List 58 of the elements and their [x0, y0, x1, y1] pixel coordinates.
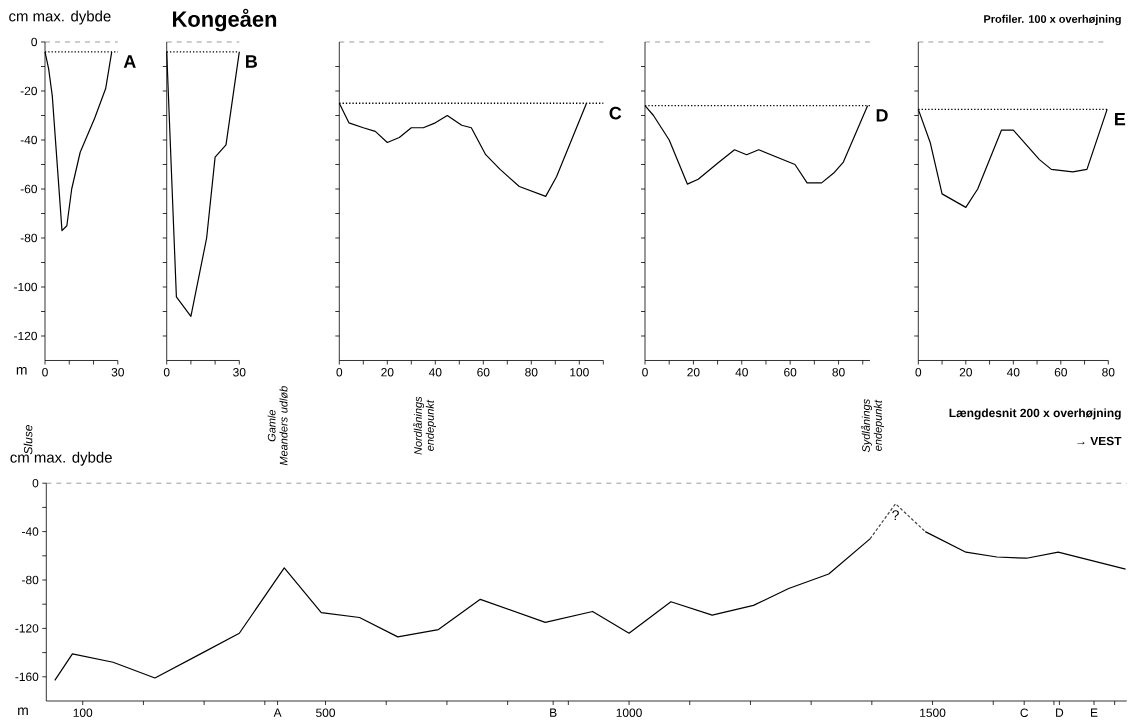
x-tick-label: 40	[1006, 368, 1020, 377]
x-tick-label: 0	[642, 368, 648, 377]
x-tick-label: 30	[233, 368, 246, 377]
x-tick-label: C	[1020, 708, 1029, 717]
y-tick-label: -160	[15, 672, 39, 682]
y-tick-label: -40	[20, 135, 38, 145]
x-tick-label: 80	[1102, 368, 1115, 377]
annotation: ?	[892, 510, 899, 521]
x-axis-title: m	[16, 367, 27, 375]
x-tick-label: 20	[959, 368, 972, 377]
x-tick-label: 20	[381, 368, 394, 377]
text: → VEST	[1077, 436, 1122, 446]
text: Sluse	[23, 425, 33, 455]
x-tick-label: 20	[687, 368, 700, 377]
y-tick-label: -80	[22, 575, 39, 585]
y-tick-label: 0	[32, 478, 39, 488]
x-tick-label: 0	[163, 368, 170, 377]
y-tick-label: -80	[20, 233, 38, 243]
y-tick-label: -120	[15, 624, 39, 633]
x-tick-label: 60	[784, 368, 797, 377]
text: Kongeåen	[172, 8, 277, 32]
x-tick-label: 0	[915, 368, 922, 377]
x-tick-label: 40	[428, 368, 442, 377]
x-tick-label: 100	[570, 368, 589, 377]
x-tick-label: B	[550, 708, 557, 717]
annotation: Nordlånings endepunkt	[412, 396, 436, 455]
x-tick-label: 60	[477, 368, 490, 377]
text: A	[123, 55, 136, 68]
y-tick-label: -20	[20, 86, 38, 96]
x-tick-label: 0	[42, 368, 48, 377]
x-tick-label: 1500	[920, 708, 946, 717]
x-tick-label: 80	[525, 368, 538, 377]
x-tick-label: 0	[336, 368, 343, 377]
text: Længdesnit 200 x overhøjning	[949, 408, 1121, 420]
x-tick-label: E	[1091, 708, 1098, 717]
text: E	[1115, 112, 1126, 126]
y-tick-label: -120	[14, 331, 38, 341]
y-tick-label: -60	[20, 184, 38, 194]
text: D	[876, 109, 888, 122]
annotation: Sydlånings endepunkt	[860, 399, 884, 453]
x-tick-label: A	[273, 708, 282, 717]
x-tick-label: 40	[735, 368, 748, 377]
x-tick-label: 80	[832, 368, 845, 377]
y-axis-title: cm max. dybde	[9, 10, 111, 25]
y-tick-label: -40	[22, 527, 39, 536]
x-tick-label: D	[1056, 708, 1064, 717]
x-tick-label: 100	[73, 708, 93, 717]
x-tick-label: 30	[111, 368, 124, 377]
x-tick-label: 1000	[616, 708, 642, 717]
y-tick-label: -100	[14, 282, 38, 292]
x-tick-label: 500	[316, 708, 336, 717]
text: Profiler. 100 x overhøjning	[984, 14, 1121, 26]
x-tick-label: 60	[1054, 368, 1067, 377]
annotation: Gamle Meanders udløb	[267, 386, 288, 466]
y-tick-label: 0	[31, 37, 38, 47]
text: C	[609, 106, 622, 120]
text: B	[246, 55, 257, 68]
x-axis-title: m	[18, 707, 28, 716]
